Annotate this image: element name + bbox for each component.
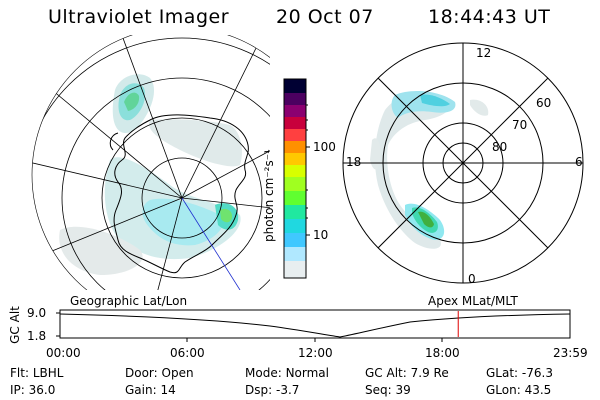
xtick-1200: 12:00 bbox=[298, 346, 333, 360]
info-dsp: Dsp: -3.7 bbox=[245, 383, 300, 397]
altitude-ytick-top: 9.0 bbox=[27, 306, 47, 320]
info-ip-value: 36.0 bbox=[28, 383, 56, 397]
info-door: Door: Open bbox=[125, 366, 194, 380]
info-glat-value: -76.3 bbox=[521, 366, 553, 380]
info-ip: IP: 36.0 bbox=[10, 383, 56, 397]
colorbar-tick-10: 10 bbox=[313, 228, 329, 242]
info-seq-value: 39 bbox=[395, 383, 411, 397]
info-glon-value: 43.5 bbox=[524, 383, 552, 397]
info-mode: Mode: Normal bbox=[245, 366, 329, 380]
info-flt: Flt: LBHL bbox=[10, 366, 64, 380]
sun-direction-line bbox=[181, 197, 241, 290]
mlt-label-18: 18 bbox=[346, 155, 362, 169]
altitude-plot bbox=[56, 309, 571, 342]
info-gain: Gain: 14 bbox=[125, 383, 176, 397]
mlt-label-12: 12 bbox=[476, 46, 492, 60]
colorbar bbox=[283, 78, 310, 279]
info-door-value: Open bbox=[161, 366, 194, 380]
mlat-label-80: 80 bbox=[492, 140, 508, 154]
colorbar-tick-100: 100 bbox=[313, 140, 336, 154]
colorbar-unit-label: photon cm⁻²s⁻¹ bbox=[262, 149, 276, 242]
xtick-0600: 06:00 bbox=[170, 346, 205, 360]
time-label: 18:44:43 UT bbox=[428, 6, 551, 28]
geo-aurora-emission bbox=[59, 74, 242, 275]
info-dsp-value: -3.7 bbox=[275, 383, 300, 397]
mlt-label-6: 6 bbox=[575, 155, 583, 169]
app-title: Ultraviolet Imager bbox=[48, 6, 230, 28]
polar-aurora-emission bbox=[370, 90, 489, 249]
geographic-map bbox=[31, 35, 270, 290]
info-flt-value: LBHL bbox=[32, 366, 64, 380]
info-seq: Seq: 39 bbox=[365, 383, 411, 397]
geo-grid bbox=[32, 35, 270, 290]
info-glon: GLon: 43.5 bbox=[486, 383, 552, 397]
mlat-label-70: 70 bbox=[512, 118, 528, 132]
info-glat: GLat: -76.3 bbox=[486, 366, 553, 380]
apex-caption: Apex MLat/MLT bbox=[428, 294, 518, 308]
xtick-2359: 23:59 bbox=[553, 346, 588, 360]
info-gc-alt: GC Alt: 7.9 Re bbox=[365, 366, 449, 380]
xtick-1800: 18:00 bbox=[425, 346, 460, 360]
geographic-caption: Geographic Lat/Lon bbox=[70, 294, 188, 308]
info-gain-value: 14 bbox=[160, 383, 176, 397]
mlt-label-0: 0 bbox=[468, 272, 476, 286]
coastline bbox=[113, 114, 249, 274]
date-label: 20 Oct 07 bbox=[276, 6, 374, 28]
polar-grid bbox=[342, 42, 584, 284]
info-gc-alt-value: 7.9 Re bbox=[410, 366, 449, 380]
altitude-ytick-bottom: 1.8 bbox=[27, 329, 47, 343]
mlat-label-60: 60 bbox=[536, 96, 552, 110]
xtick-0000: 00:00 bbox=[46, 346, 81, 360]
info-mode-value: Normal bbox=[285, 366, 329, 380]
altitude-curve bbox=[59, 313, 571, 338]
polar-mlt-plot bbox=[342, 42, 584, 284]
altitude-ylabel: GC Alt bbox=[7, 306, 22, 344]
